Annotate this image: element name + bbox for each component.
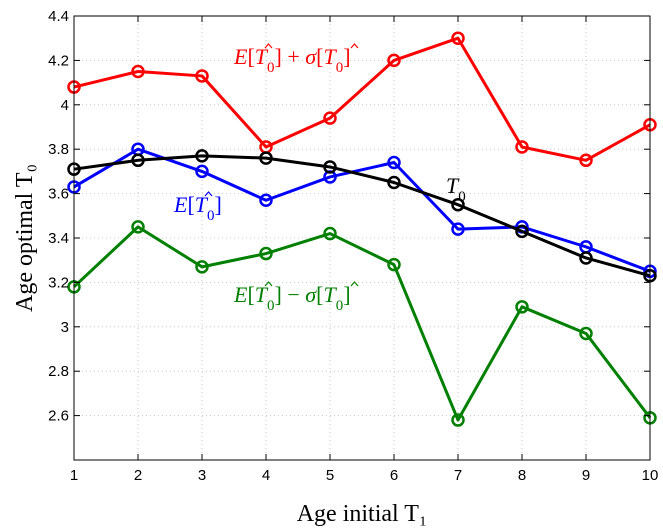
data-point-lower [451, 413, 465, 427]
data-point-lower [387, 257, 401, 272]
series-t0 [67, 149, 657, 283]
series-line-t0 [73, 154, 651, 278]
data-point-upper [451, 31, 465, 45]
data-point-upper [579, 153, 593, 168]
data-point-t0 [259, 151, 273, 165]
y-tick-label: 4.4 [48, 8, 69, 25]
series-line-mean [73, 147, 651, 273]
data-point-upper [131, 64, 145, 79]
y-tick-label: 2.8 [48, 363, 69, 380]
x-tick-label: 8 [518, 467, 526, 484]
data-point-mean [451, 222, 465, 236]
x-tick-label: 3 [198, 467, 206, 484]
y-tick-label: 3.4 [48, 230, 69, 247]
y-axis-title: Age optimal T₀ [12, 164, 38, 312]
y-tick-label: 4 [61, 97, 69, 114]
data-point-mean [195, 164, 209, 179]
data-point-upper [515, 140, 529, 154]
y-tick-label: 2.6 [48, 408, 69, 425]
data-point-upper [323, 111, 337, 125]
hat-accent [264, 43, 273, 49]
hat-accent [264, 281, 273, 287]
x-tick-label: 7 [454, 467, 462, 484]
data-point-lower [515, 300, 529, 314]
data-point-lower [323, 226, 337, 241]
x-axis-title: Age initial T₁ [297, 501, 428, 527]
data-point-t0 [515, 224, 529, 239]
data-point-lower [195, 260, 209, 274]
data-point-mean [387, 155, 401, 170]
y-tick-label: 3.6 [48, 186, 69, 203]
data-point-upper [195, 69, 209, 83]
y-tick-label: 3.8 [48, 141, 69, 158]
x-tick-label: 1 [70, 467, 78, 484]
y-tick-label: 3.2 [48, 274, 69, 291]
series-layer [67, 31, 657, 427]
series-label-upper: E[T0] + σ[T0] [233, 44, 351, 76]
data-point-t0 [579, 251, 593, 265]
y-tick-label: 3 [61, 319, 69, 336]
x-tick-label: 9 [582, 467, 590, 484]
series-labels: E[T0] + σ[T0] E[T0] T0 E[T0] − σ[T0] [173, 43, 466, 314]
data-point-lower [259, 246, 273, 261]
x-tick-label: 5 [326, 467, 334, 484]
data-point-lower [579, 326, 593, 341]
x-tick-label: 10 [642, 467, 659, 484]
data-point-upper [387, 53, 401, 68]
hat-accent [350, 43, 359, 49]
data-point-t0 [195, 149, 209, 163]
data-point-t0 [451, 197, 465, 212]
series-line-upper [73, 36, 651, 162]
x-tick-label: 6 [390, 467, 398, 484]
axis-ticks: 1 2 3 4 5 6 7 8 9 10 2.6 2.8 3 3.2 3.4 3.6 3.8 4 4.2 4.4 [48, 8, 658, 484]
series-label-t0: T0 [446, 173, 466, 205]
series-line-lower [72, 225, 652, 422]
data-point-t0 [387, 175, 401, 190]
y-tick-label: 4.2 [48, 52, 69, 69]
series-label-lower: E[T0] − σ[T0] [233, 282, 351, 314]
data-point-t0 [131, 153, 145, 168]
hat-accent [350, 281, 359, 287]
data-point-mean [259, 193, 273, 208]
x-tick-label: 4 [262, 467, 270, 484]
data-point-lower [131, 220, 145, 234]
x-tick-label: 2 [134, 467, 142, 484]
data-point-t0 [323, 160, 337, 174]
series-label-mean: E[T0] [173, 192, 222, 224]
hat-accent [204, 191, 213, 197]
series-upper [67, 31, 657, 168]
